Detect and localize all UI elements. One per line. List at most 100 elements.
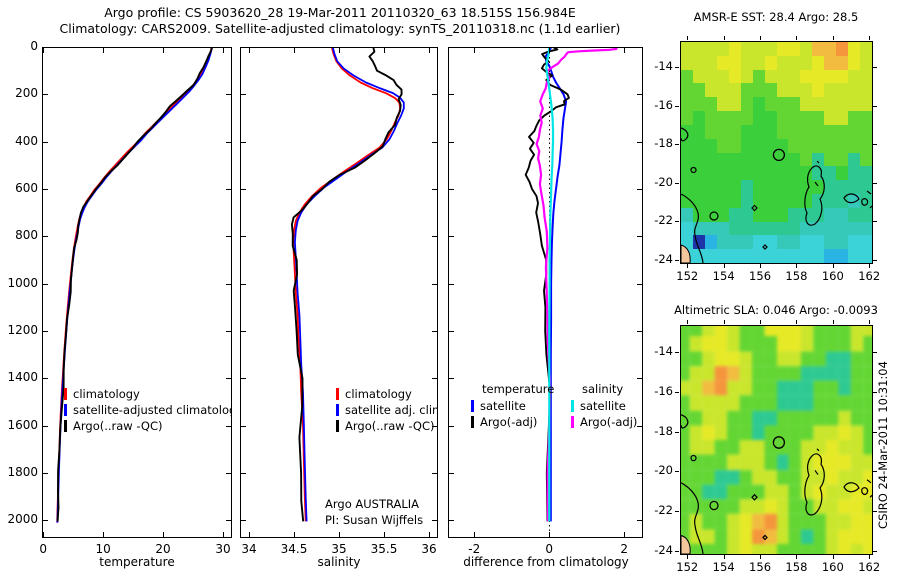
heatmap-cell xyxy=(751,336,765,352)
argo-australia-annotation: Argo AUSTRALIA PI: Susan Wijffels xyxy=(325,497,424,527)
legend-label: satellite xyxy=(480,399,526,413)
heatmap-cell xyxy=(826,514,839,529)
heatmap-cell xyxy=(838,351,851,366)
heatmap-cell xyxy=(788,499,802,515)
heatmap-cell xyxy=(728,221,741,236)
heatmap-cell xyxy=(716,124,729,139)
legend-item: climatology xyxy=(64,386,231,402)
panel-border xyxy=(240,47,438,538)
heatmap-cell xyxy=(812,55,825,70)
heatmap-cell xyxy=(752,180,765,194)
coastline-path xyxy=(681,414,872,554)
heatmap-cell xyxy=(788,514,802,529)
heatmap-cell xyxy=(788,395,802,411)
heatmap-cell xyxy=(740,138,753,153)
heatmap-cell xyxy=(788,138,801,153)
heatmap-cell xyxy=(714,484,727,500)
sst-heatmap-grid xyxy=(681,42,872,263)
heatmap-cell xyxy=(751,380,765,396)
heatmap-cell xyxy=(681,97,693,112)
map-x-tick xyxy=(832,555,834,559)
heatmap-cell xyxy=(702,395,715,411)
heatmap-cell xyxy=(681,138,693,153)
heatmap-cell xyxy=(863,410,872,426)
heatmap-cell xyxy=(692,124,705,139)
legend-color-key xyxy=(64,404,67,416)
temperature-profile-panel xyxy=(42,47,232,538)
heatmap-cell xyxy=(692,97,705,112)
heatmap-cell xyxy=(716,207,729,222)
heatmap-cell xyxy=(764,326,777,337)
heatmap-cell xyxy=(764,97,777,112)
heatmap-cell xyxy=(836,69,849,84)
heatmap-cell xyxy=(740,42,753,56)
heatmap-cell xyxy=(848,152,861,167)
heatmap-cell xyxy=(860,83,872,98)
heatmap-cell xyxy=(739,365,752,381)
heatmap-cell xyxy=(850,351,864,366)
heatmap-cell xyxy=(739,440,752,455)
heatmap-cell xyxy=(728,42,741,56)
heatmap-cell xyxy=(714,454,727,470)
depth-tick-label: 1600 xyxy=(7,417,38,432)
heatmap-cell xyxy=(702,380,715,396)
heatmap-cell xyxy=(776,336,789,352)
heatmap-cell xyxy=(776,97,789,112)
heatmap-cell xyxy=(681,514,690,529)
x-tick-label: 30 xyxy=(215,542,231,556)
heatmap-cell xyxy=(800,249,813,263)
map-y-tick xyxy=(675,471,679,473)
heatmap-cell xyxy=(751,454,765,470)
heatmap-cell xyxy=(788,425,802,440)
legend-label: satellite-adjusted climatology xyxy=(73,403,231,417)
heatmap-cell xyxy=(764,469,777,485)
heatmap-cell xyxy=(776,351,789,366)
heatmap-cell xyxy=(689,499,703,515)
legend-item: Argo(-adj) xyxy=(571,414,661,430)
legend-item: climatology xyxy=(336,386,437,402)
heatmap-cell xyxy=(681,166,693,181)
heatmap-cell xyxy=(824,221,837,236)
heatmap-cell xyxy=(801,543,814,554)
heatmap-cell xyxy=(824,180,837,194)
heatmap-cell xyxy=(860,249,872,263)
heatmap-cell xyxy=(836,55,849,70)
heatmap-cell xyxy=(740,221,753,236)
heatmap-cell xyxy=(726,440,740,455)
heatmap-cell xyxy=(800,235,813,250)
series-argo-raw-qc- xyxy=(56,47,214,522)
series-satellite-adj-clim- xyxy=(294,47,405,522)
difference-temperature-legend-header: temperature xyxy=(482,382,555,396)
heatmap-cell xyxy=(764,83,777,98)
figure-title-line2: Climatology: CARS2009. Satellite-adjuste… xyxy=(59,21,621,36)
heatmap-cell xyxy=(702,454,715,470)
heatmap-cell xyxy=(764,138,777,153)
heatmap-cell xyxy=(764,180,777,194)
heatmap-cell xyxy=(739,543,752,554)
heatmap-cell xyxy=(752,124,765,139)
heatmap-cell xyxy=(801,528,814,544)
heatmap-cell xyxy=(689,454,703,470)
salinity-profile-panel xyxy=(240,47,438,538)
heatmap-cell xyxy=(813,380,827,396)
heatmap-cell xyxy=(752,55,765,70)
heatmap-cell xyxy=(838,336,851,352)
heatmap-cell xyxy=(836,193,849,208)
heatmap-cell xyxy=(702,326,715,337)
heatmap-cell xyxy=(812,166,825,181)
heatmap-cell xyxy=(776,249,789,263)
heatmap-cell xyxy=(788,543,802,554)
heatmap-cell xyxy=(776,484,789,500)
longitude-tick-label: 154 xyxy=(712,560,735,574)
heatmap-cell xyxy=(681,235,693,250)
heatmap-cell xyxy=(788,410,802,426)
heatmap-cell xyxy=(848,193,861,208)
legend-color-key xyxy=(471,400,474,412)
heatmap-cell xyxy=(863,425,872,440)
heatmap-cell xyxy=(740,166,753,181)
heatmap-cell xyxy=(812,235,825,250)
heatmap-cell xyxy=(702,410,715,426)
heatmap-cell xyxy=(740,207,753,222)
series-satellite-adjusted-climatology xyxy=(56,47,213,523)
legend-label: climatology xyxy=(345,387,412,401)
